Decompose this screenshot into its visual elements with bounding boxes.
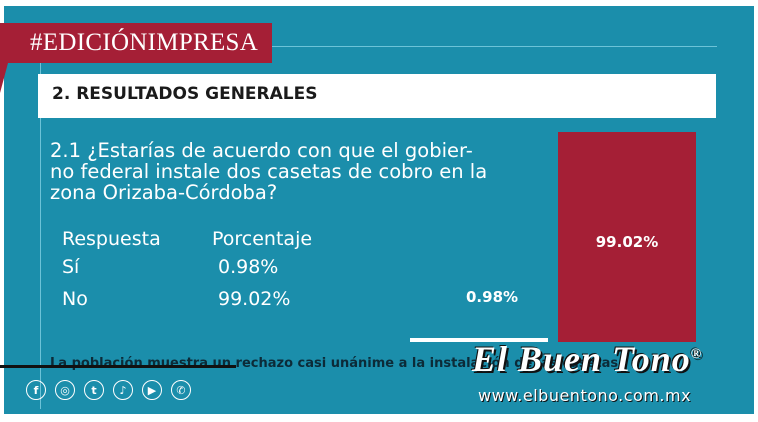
bar-si [410, 338, 548, 342]
row-si-respuesta: Sí [62, 256, 80, 278]
divider-line [0, 365, 236, 368]
instagram-icon[interactable]: ◎ [55, 380, 75, 400]
question-text: 2.1 ¿Estarías de acuerdo con que el gobi… [50, 140, 540, 203]
whatsapp-icon[interactable]: ✆ [171, 380, 191, 400]
question-line: no federal instale dos casetas de cobro … [50, 160, 488, 183]
question-line: zona Orizaba-Córdoba? [50, 181, 278, 204]
bar-si-label: 0.98% [466, 288, 519, 306]
section-title: 2. RESULTADOS GENERALES [52, 84, 318, 104]
twitter-icon[interactable]: t [84, 380, 104, 400]
registered-mark: ® [690, 347, 703, 362]
tiktok-icon[interactable]: ♪ [113, 380, 133, 400]
brand-logo[interactable]: El Buen Tono® [472, 338, 702, 380]
question-line: 2.1 ¿Estarías de acuerdo con que el gobi… [50, 139, 473, 162]
banner-ribbon-tail [0, 63, 8, 93]
row-si-porcentaje: 0.98% [218, 256, 279, 278]
slide-outline [40, 46, 717, 409]
brand-name: El Buen Tono [472, 339, 691, 379]
header-respuesta: Respuesta [62, 228, 161, 250]
bar-no: 99.02% [558, 132, 696, 342]
header-porcentaje: Porcentaje [212, 228, 313, 250]
hashtag-banner[interactable]: #EDICIÓNIMPRESA [0, 23, 272, 63]
youtube-icon[interactable]: ▶ [142, 380, 162, 400]
row-no-porcentaje: 99.02% [218, 288, 291, 310]
facebook-icon[interactable]: f [26, 380, 46, 400]
social-icons: f ◎ t ♪ ▶ ✆ [26, 380, 191, 400]
bar-no-label: 99.02% [595, 233, 659, 251]
section-header: 2. RESULTADOS GENERALES [38, 74, 716, 118]
row-no-respuesta: No [62, 288, 88, 310]
site-url[interactable]: www.elbuentono.com.mx [478, 386, 692, 405]
